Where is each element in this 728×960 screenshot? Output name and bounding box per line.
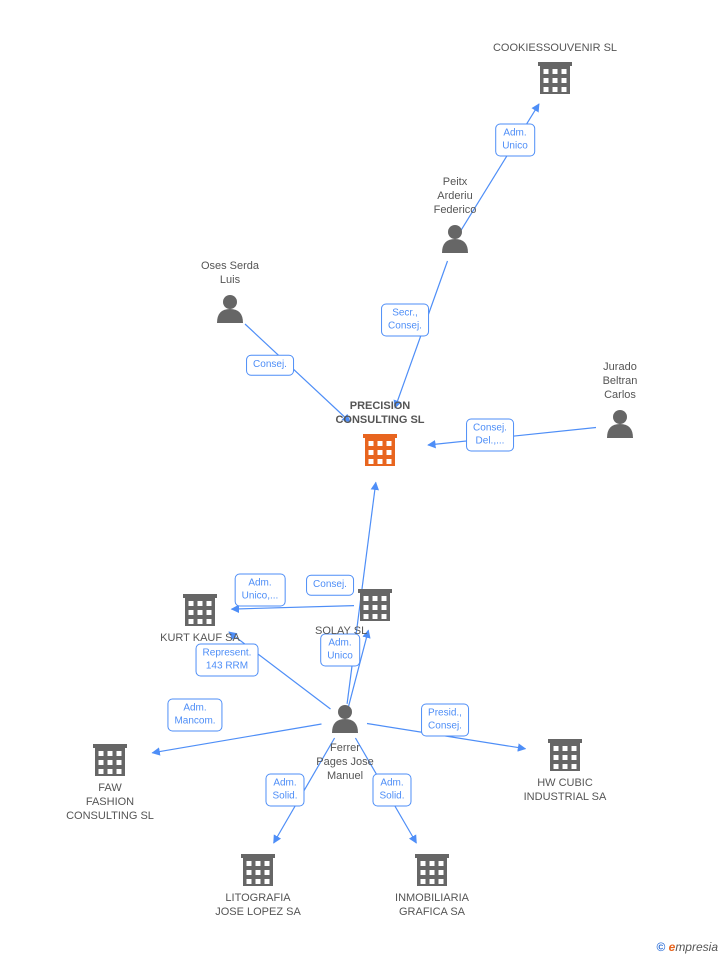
node-label: Ferrer Pages Jose Manuel (265, 742, 425, 783)
person-icon (217, 295, 243, 323)
company-icon (358, 589, 392, 621)
node-label: PRECISION CONSULTING SL (300, 400, 460, 428)
node-label: INMOBILIARIA GRAFICA SA (352, 892, 512, 920)
edge-label: Adm. Mancom. (167, 699, 222, 732)
company-icon (363, 434, 397, 466)
copyright-brand: empresia (669, 940, 718, 954)
edge-label: Adm. Unico,... (235, 574, 286, 607)
company-icon (241, 854, 275, 886)
company-icon (548, 739, 582, 771)
copyright: © empresia (656, 940, 718, 954)
person-icon (607, 410, 633, 438)
node-label: Jurado Beltran Carlos (540, 361, 700, 402)
node-label: Peitx Arderiu Federico (375, 176, 535, 217)
company-icon (93, 744, 127, 776)
node-label: COOKIESSOUVENIR SL (475, 42, 635, 56)
company-icon (415, 854, 449, 886)
edge-label: Consej. (306, 575, 354, 596)
node-label: SOLAY SL (315, 625, 475, 639)
company-icon (183, 594, 217, 626)
edge-label: Adm. Unico (495, 124, 535, 157)
node-label: FAW FASHION CONSULTING SL (30, 782, 190, 823)
edge-label: Consej. (246, 355, 294, 376)
edge-label: Secr., Consej. (381, 304, 429, 337)
edge-label: Presid., Consej. (421, 704, 469, 737)
edge-label: Represent. 143 RRM (196, 644, 259, 677)
edge-label: Consej. Del.,... (466, 419, 514, 452)
node-label: LITOGRAFIA JOSE LOPEZ SA (178, 892, 338, 920)
node-label: Oses Serda Luis (150, 260, 310, 288)
person-icon (332, 705, 358, 733)
node-label: HW CUBIC INDUSTRIAL SA (485, 777, 645, 805)
node-label: KURT KAUF SA (120, 632, 280, 646)
company-icon (538, 62, 572, 94)
copyright-symbol: © (656, 940, 665, 954)
person-icon (442, 225, 468, 253)
